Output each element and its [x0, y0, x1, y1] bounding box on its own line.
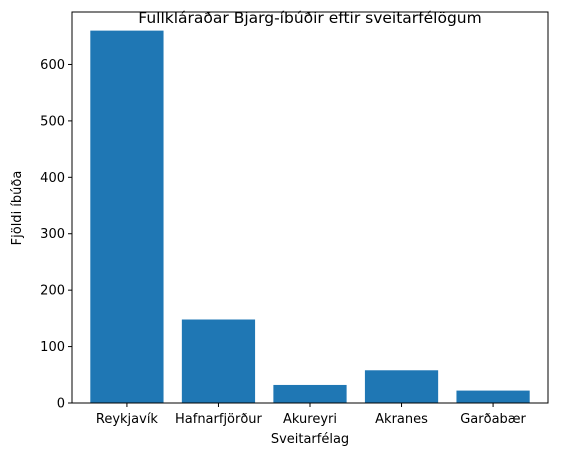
chart-title: Fullkláraðar Bjarg-íbúðir eftir sveitarf…	[138, 9, 481, 27]
y-tick-label: 0	[57, 397, 65, 412]
x-tick-label: Garðabær	[460, 412, 526, 427]
bar-reykjavík	[90, 30, 164, 404]
bars-layer	[90, 30, 530, 404]
x-tick-label: Hafnarfjörður	[175, 412, 263, 427]
bar-garðabær	[456, 390, 530, 403]
y-tick-label: 600	[40, 58, 65, 73]
y-tick-label: 300	[40, 227, 65, 242]
y-tick-label: 200	[40, 284, 65, 299]
plot-frame	[71, 11, 549, 404]
y-axis-label: Fjöldi íbúða	[10, 171, 25, 246]
bar-hafnarfjörður	[181, 319, 256, 403]
x-axis-label: Sveitarfélag	[271, 432, 349, 447]
y-tick-label: 500	[40, 114, 65, 129]
y-tick-label: 100	[40, 340, 65, 355]
x-axis: Reykjavík Hafnarfjörður Akureyri Akranes Gar…	[96, 403, 527, 427]
y-axis: 0 100 200 300 400 500 600	[40, 58, 72, 412]
bar-akranes	[364, 370, 439, 403]
x-tick-label: Akureyri	[283, 412, 337, 427]
x-tick-label: Akranes	[375, 412, 428, 427]
bar-akureyri	[273, 384, 347, 403]
x-tick-label: Reykjavík	[96, 412, 159, 427]
y-tick-label: 400	[40, 171, 65, 186]
